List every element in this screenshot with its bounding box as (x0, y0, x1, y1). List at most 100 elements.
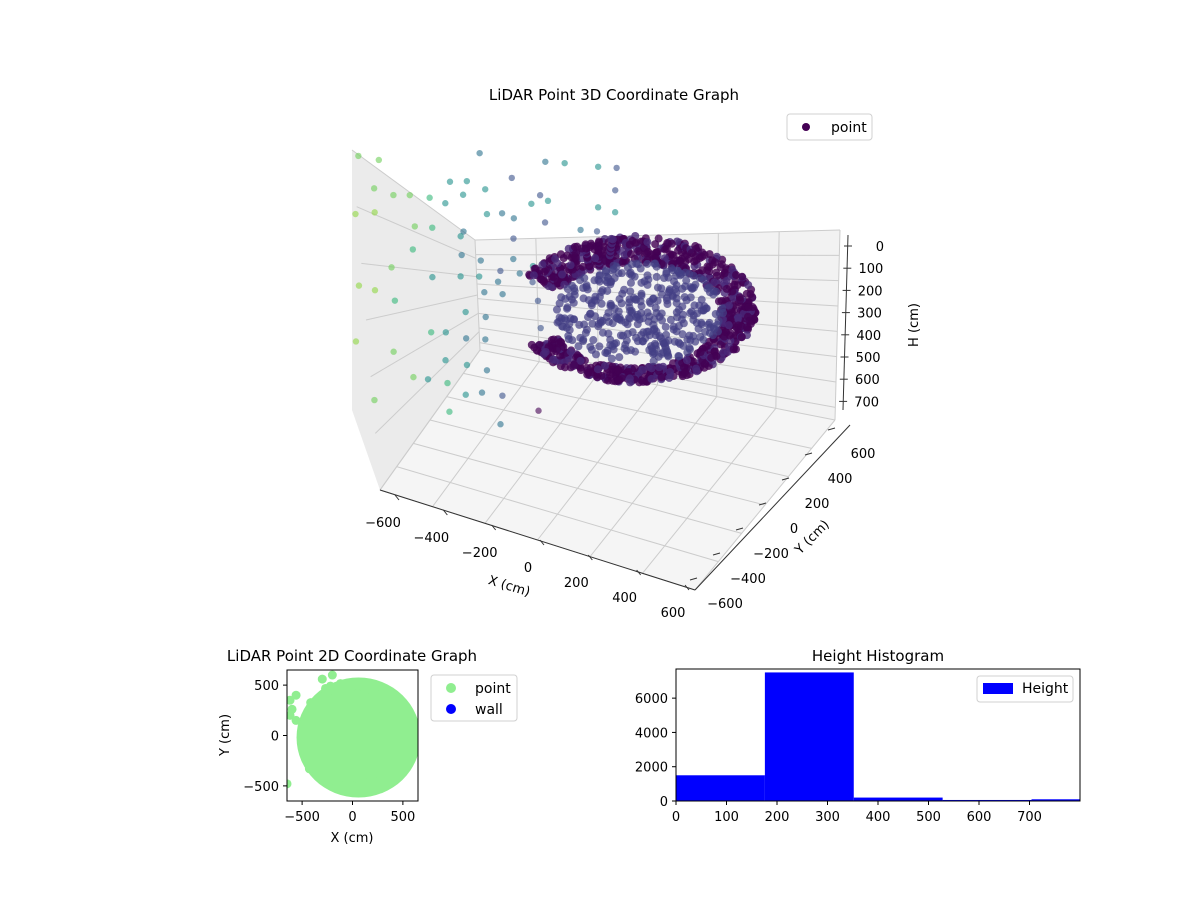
point-3d (510, 235, 517, 242)
point-3d (589, 336, 598, 345)
point-2d (346, 683, 356, 693)
point-3d (696, 347, 705, 356)
point-3d (584, 368, 593, 377)
point-cloud-2d (287, 670, 418, 798)
point-2d (311, 764, 321, 774)
x-tick-label-3d: −200 (462, 546, 498, 561)
point-3d (682, 296, 691, 305)
point-2d (387, 713, 397, 723)
x-tick-label-2d: −500 (284, 810, 320, 825)
point-2d (306, 701, 316, 711)
point-3d (541, 347, 550, 356)
point-3d (463, 361, 471, 369)
point-3d (583, 313, 592, 322)
point-3d (594, 163, 602, 170)
point-3d (569, 298, 578, 307)
y-tick-mark-3d (758, 502, 767, 506)
point-cloud-body (296, 677, 418, 798)
point-3d (720, 269, 729, 278)
histogram-legend-swatch (983, 683, 1013, 694)
point-2d (291, 690, 301, 700)
point-3d (654, 234, 663, 243)
point-3d (610, 304, 619, 313)
point-3d (692, 367, 701, 376)
x-ticks-3d: −600 −400 −200 0 200 400 600 (365, 494, 690, 621)
point-3d (558, 322, 567, 331)
point-3d (742, 289, 751, 298)
point-3d (459, 191, 467, 198)
z-tick-label-3d: 100 (858, 262, 883, 277)
point-2d (337, 783, 347, 793)
y-tick-label-3d: −600 (707, 597, 743, 612)
point-3d (628, 328, 637, 337)
point-3d (604, 308, 613, 317)
histogram-legend: Height (976, 675, 1074, 703)
point-3d (574, 342, 583, 351)
point-3d (602, 266, 611, 275)
point-3d (608, 319, 617, 328)
z-tick-label-3d: 300 (857, 307, 882, 322)
legend-3d-frame (786, 113, 873, 141)
point-3d (617, 316, 626, 325)
z-tick-label-3d: 500 (856, 351, 881, 366)
y-tick-label-2d: 500 (254, 679, 279, 694)
point-3d (352, 210, 359, 218)
point-3d (597, 371, 606, 380)
y-axis-line (694, 424, 851, 591)
point-3d (586, 342, 595, 351)
y-tick-mark-3d (827, 427, 836, 431)
point-3d (462, 308, 469, 316)
point-3d (705, 318, 714, 327)
x-tick-mark-3d (539, 539, 545, 546)
point-2d (377, 696, 387, 706)
y-tick-mark-3d (781, 477, 790, 481)
x-tick-label-2d: 500 (390, 810, 415, 825)
x-tick-mark-3d (636, 569, 642, 576)
point-3d (621, 340, 630, 349)
histogram-y-tick-label: 2000 (635, 761, 668, 776)
histogram-bar (676, 775, 765, 801)
point-3d (657, 373, 666, 382)
histogram-y-tick-label: 6000 (635, 692, 668, 707)
point-2d (312, 738, 322, 748)
point-3d (675, 352, 684, 361)
x-tick-mark-3d (394, 494, 400, 501)
chart-3d: LiDAR Point 3D Coordinate Graph −600 −400… (351, 86, 922, 621)
legend-2d-point-marker (446, 683, 456, 693)
left-pane (352, 150, 480, 490)
legend-2d-point-label: point (475, 681, 511, 697)
point-3d (476, 149, 483, 157)
histogram-x-tick-label: 500 (916, 810, 941, 825)
histogram-x-tick-label: 0 (672, 810, 680, 825)
point-3d (696, 332, 705, 341)
point-3d (744, 303, 753, 312)
point-3d (560, 357, 569, 366)
point-3d (744, 281, 753, 290)
legend-3d: point (786, 113, 873, 141)
point-3d (499, 392, 506, 399)
point-3d (662, 330, 671, 339)
point-3d (697, 295, 706, 304)
x-tick-label-3d: 200 (564, 576, 589, 591)
point-2d (321, 683, 331, 693)
point-3d (442, 357, 449, 364)
x-tick-label-3d: 400 (612, 591, 637, 606)
histogram-legend-label: Height (1022, 681, 1069, 697)
point-3d (594, 204, 602, 211)
point-3d (666, 315, 675, 324)
point-3d (662, 244, 671, 253)
point-3d (730, 280, 739, 289)
point-3d (698, 252, 707, 261)
point-3d (566, 261, 575, 270)
point-3d (626, 346, 635, 355)
point-3d (549, 273, 558, 282)
point-3d (662, 267, 671, 276)
point-3d (677, 315, 686, 324)
point-3d (556, 250, 565, 259)
z-ticks-3d: 0 100 200 300 400 500 600 700 (839, 240, 884, 410)
point-3d (551, 254, 560, 263)
point-3d (609, 261, 618, 270)
x-tick-label-3d: −600 (365, 516, 401, 531)
point-3d (632, 259, 641, 268)
point-3d (657, 290, 666, 299)
